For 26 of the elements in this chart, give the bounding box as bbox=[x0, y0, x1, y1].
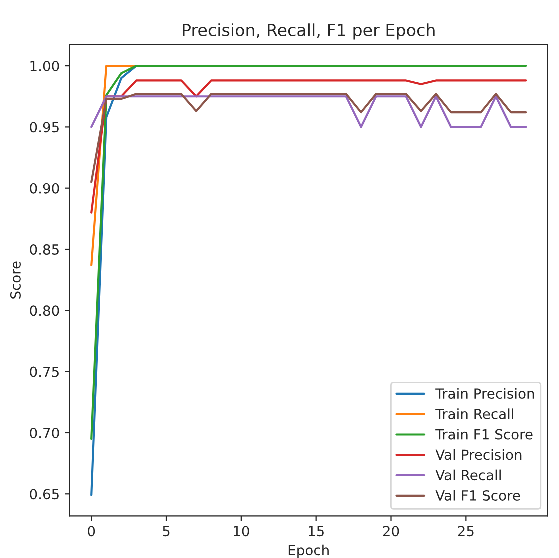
line-series bbox=[90, 80, 528, 214]
legend-label: Train Recall bbox=[436, 408, 514, 420]
legend-label: Train Precision bbox=[436, 388, 534, 400]
legend-label: Val F1 Score bbox=[436, 490, 520, 501]
line-series bbox=[90, 93, 528, 184]
line-series bbox=[90, 65, 138, 496]
y-tick-label: 0.80 bbox=[30, 306, 60, 316]
x-axis-title: Epoch bbox=[288, 544, 329, 558]
legend-label: Train F1 Score bbox=[436, 429, 533, 440]
legend-label: Val Recall bbox=[436, 470, 501, 481]
chart-title: Precision, Recall, F1 per Epoch bbox=[183, 24, 435, 40]
y-tick-label: 0.65 bbox=[30, 489, 59, 500]
x-tick-label: 0 bbox=[88, 526, 96, 537]
x-tick-label: 20 bbox=[383, 526, 400, 537]
x-tick-label: 10 bbox=[234, 526, 250, 537]
y-tick-label: 1.00 bbox=[30, 61, 60, 72]
y-tick-label: 0.95 bbox=[30, 122, 59, 133]
x-tick-label: 25 bbox=[458, 526, 474, 537]
x-tick-label: 15 bbox=[309, 526, 324, 537]
y-tick-label: 0.70 bbox=[30, 428, 60, 438]
y-axis-title: Score bbox=[10, 262, 21, 299]
y-tick-label: 0.75 bbox=[30, 366, 59, 378]
y-tick-label: 0.85 bbox=[30, 244, 59, 255]
x-tick-label: 5 bbox=[163, 526, 170, 537]
y-tick-label: 0.90 bbox=[30, 183, 60, 194]
legend-label: Val Precision bbox=[436, 449, 522, 460]
